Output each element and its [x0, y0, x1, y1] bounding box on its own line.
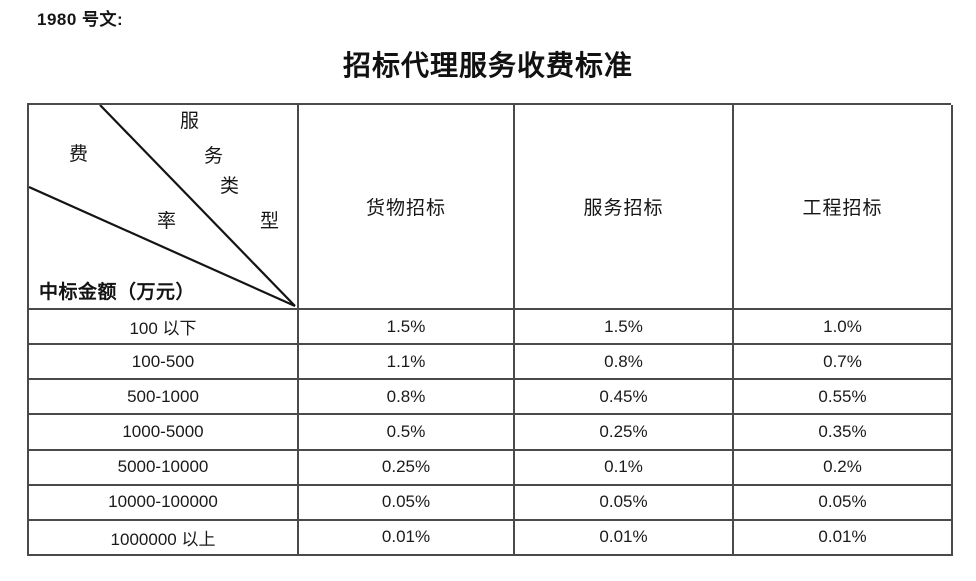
rate-cell: 0.05% [734, 485, 953, 521]
corner-fee-char-1: 费 [69, 144, 89, 165]
page-title: 招标代理服务收费标准 [342, 51, 633, 82]
rate-cell: 0.8% [515, 345, 734, 381]
corner-amount-label: 中标金额（万元） [39, 282, 196, 303]
rate-cell: 0.5% [299, 415, 515, 451]
amount-cell: 500-1000 [29, 380, 299, 416]
rate-cell: 0.2% [734, 450, 953, 486]
column-header-goods: 货物招标 [299, 105, 515, 310]
corner-type-char-4: 型 [260, 211, 280, 232]
table-corner-cell: 费 率 服 务 类 型 中标金额（万元） [29, 105, 299, 310]
amount-cell: 100-500 [29, 345, 299, 381]
rate-cell: 0.55% [734, 380, 953, 416]
column-header-works: 工程招标 [734, 105, 953, 310]
amount-cell: 1000-5000 [29, 415, 299, 451]
rate-cell: 0.05% [299, 485, 515, 521]
rate-cell: 0.05% [515, 485, 734, 521]
rate-cell: 1.1% [299, 345, 515, 381]
corner-fee-char-2: 率 [157, 211, 177, 232]
column-header-service: 服务招标 [515, 105, 734, 310]
rate-cell: 0.8% [299, 380, 515, 416]
rate-cell: 0.7% [734, 345, 953, 381]
rate-cell: 0.01% [734, 520, 953, 556]
amount-cell: 10000-100000 [29, 485, 299, 521]
rate-cell: 1.5% [515, 310, 734, 346]
amount-cell: 1000000 以上 [29, 520, 299, 556]
doc-number-label: 1980 号文: [37, 10, 124, 29]
rate-cell: 0.25% [299, 450, 515, 486]
rate-cell: 1.0% [734, 310, 953, 346]
rate-cell: 0.01% [299, 520, 515, 556]
rate-cell: 0.01% [515, 520, 734, 556]
fee-table: 费 率 服 务 类 型 中标金额（万元） 货物招标 服务招标 工程招标 100 … [27, 103, 953, 556]
corner-type-char-1: 服 [180, 111, 200, 132]
diagonal-lines [29, 105, 296, 308]
rate-cell: 0.35% [734, 415, 953, 451]
amount-cell: 5000-10000 [29, 450, 299, 486]
rate-cell: 1.5% [299, 310, 515, 346]
amount-cell: 100 以下 [29, 310, 299, 346]
corner-type-char-3: 类 [220, 176, 240, 197]
rate-cell: 0.25% [515, 415, 734, 451]
rate-cell: 0.1% [515, 450, 734, 486]
rate-cell: 0.45% [515, 380, 734, 416]
corner-type-char-2: 务 [204, 146, 224, 167]
